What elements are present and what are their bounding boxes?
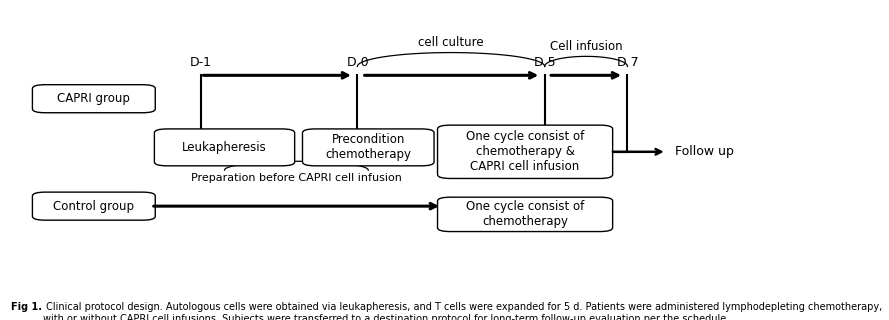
FancyBboxPatch shape xyxy=(302,129,434,166)
Text: Control group: Control group xyxy=(53,200,134,213)
Text: D-1: D-1 xyxy=(189,56,212,69)
Text: Clinical protocol design. Autologous cells were obtained via leukapheresis, and : Clinical protocol design. Autologous cel… xyxy=(43,302,882,320)
Text: D 0: D 0 xyxy=(347,56,368,69)
Text: Leukapheresis: Leukapheresis xyxy=(182,141,267,154)
Text: D 7: D 7 xyxy=(617,56,638,69)
Text: Precondition
chemotherapy: Precondition chemotherapy xyxy=(325,133,412,161)
FancyBboxPatch shape xyxy=(437,125,613,179)
Text: Preparation before CAPRI cell infusion: Preparation before CAPRI cell infusion xyxy=(191,173,402,183)
Text: cell culture: cell culture xyxy=(418,36,484,49)
FancyBboxPatch shape xyxy=(32,192,156,220)
FancyBboxPatch shape xyxy=(155,129,294,166)
Text: One cycle consist of
chemotherapy: One cycle consist of chemotherapy xyxy=(466,200,584,228)
Text: Follow up: Follow up xyxy=(676,145,734,158)
FancyBboxPatch shape xyxy=(32,85,156,113)
Text: CAPRI group: CAPRI group xyxy=(58,92,131,105)
FancyBboxPatch shape xyxy=(437,197,613,232)
Text: Cell infusion: Cell infusion xyxy=(549,40,622,52)
Text: One cycle consist of
chemotherapy &
CAPRI cell infusion: One cycle consist of chemotherapy & CAPR… xyxy=(466,130,584,173)
Text: D 5: D 5 xyxy=(534,56,556,69)
Text: Fig 1.: Fig 1. xyxy=(11,302,42,312)
